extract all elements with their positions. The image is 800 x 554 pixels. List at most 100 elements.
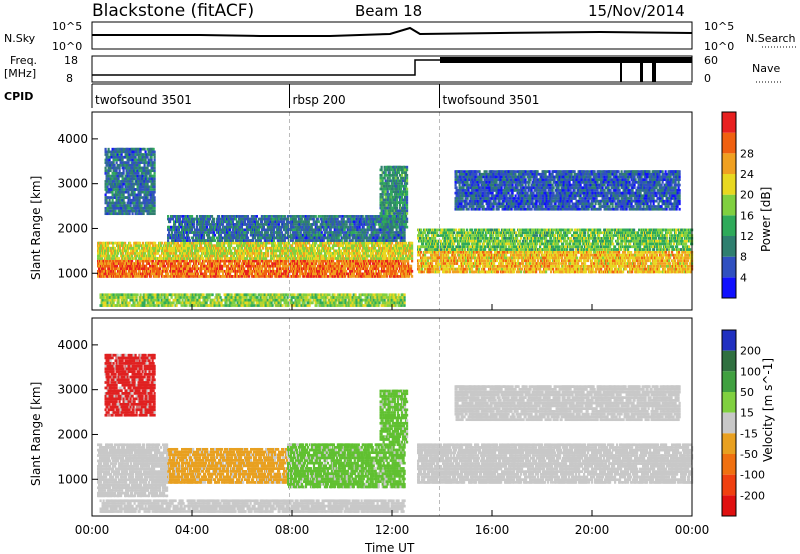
range-cell [687, 251, 689, 254]
range-cell [189, 244, 191, 247]
range-cell [251, 242, 253, 245]
range-cell [517, 259, 519, 262]
range-cell [240, 272, 242, 275]
range-cell [272, 272, 274, 275]
range-cell [576, 257, 578, 260]
range-cell [566, 257, 568, 260]
range-cell [100, 244, 102, 247]
range-cell [315, 262, 317, 265]
range-cell [97, 275, 99, 278]
range-cell [262, 270, 264, 273]
range-cell [239, 255, 241, 258]
range-cell [343, 257, 345, 260]
range-cell [372, 260, 374, 263]
range-cell [668, 254, 670, 257]
range-cell [211, 275, 213, 278]
range-cell [626, 257, 628, 260]
range-cell [111, 272, 113, 275]
range-cell [217, 257, 219, 260]
range-cell [300, 265, 302, 268]
range-cell [221, 267, 223, 270]
range-cell [189, 262, 191, 265]
range-cell [410, 272, 412, 275]
range-cell [151, 272, 153, 275]
range-cell [411, 244, 413, 247]
range-cell [318, 247, 320, 250]
range-cell [510, 251, 512, 254]
range-cell [376, 257, 378, 260]
range-cell [305, 244, 307, 247]
range-cell [101, 255, 103, 258]
range-cell [576, 259, 578, 262]
range-cell [215, 257, 217, 260]
range-cell [386, 257, 388, 260]
range-cell [223, 244, 225, 247]
range-cell [222, 260, 224, 263]
range-cell [452, 251, 454, 254]
range-cell [680, 257, 682, 260]
range-cell [173, 249, 175, 252]
range-cell [443, 257, 445, 260]
range-cell [615, 265, 617, 268]
range-cell [401, 270, 403, 273]
range-cell [519, 262, 521, 265]
range-cell [354, 255, 356, 258]
range-cell [396, 272, 398, 275]
range-cell [145, 265, 147, 268]
range-cell [158, 249, 160, 252]
range-cell [655, 251, 657, 254]
range-cell [636, 259, 638, 262]
range-cell [157, 272, 159, 275]
range-cell [179, 252, 181, 255]
range-cell [229, 262, 231, 265]
range-cell [222, 272, 224, 275]
range-cell [410, 267, 412, 270]
range-cell [121, 275, 123, 278]
range-cell [643, 271, 645, 274]
range-cell [365, 249, 367, 252]
range-cell [534, 259, 536, 262]
range-cell [384, 252, 386, 255]
range-cell [687, 268, 689, 271]
range-cell [285, 262, 287, 265]
range-cell [462, 265, 464, 268]
range-cell [272, 262, 274, 265]
range-cell [466, 268, 468, 271]
range-cell [114, 270, 116, 273]
range-cell [351, 270, 353, 273]
range-cell [139, 242, 141, 245]
range-cell [574, 271, 576, 274]
range-cell [125, 272, 127, 275]
range-cell [161, 242, 163, 245]
range-cell [327, 257, 329, 260]
nave-top-tick: 60 [704, 54, 718, 67]
range-cell [285, 242, 287, 245]
range-cell [141, 255, 143, 258]
range-cell [191, 244, 193, 247]
range-cell [348, 249, 350, 252]
range-cell [200, 272, 202, 275]
range-cell [374, 267, 376, 270]
range-cell [604, 268, 606, 271]
range-cell [303, 252, 305, 255]
range-cell [172, 247, 174, 250]
range-cell [226, 255, 228, 258]
range-cell [216, 267, 218, 270]
range-cell [390, 252, 392, 255]
range-cell [267, 255, 269, 258]
range-cell [622, 262, 624, 265]
range-cell [115, 242, 117, 245]
range-cell [563, 265, 565, 268]
range-cell [190, 275, 192, 278]
range-cell [390, 275, 392, 278]
range-cell [417, 254, 419, 257]
range-cell [552, 257, 554, 260]
range-cell [196, 244, 198, 247]
range-cell [657, 257, 659, 260]
range-cell [514, 259, 516, 262]
range-cell [664, 262, 666, 265]
range-cell [538, 251, 540, 254]
range-cell [482, 251, 484, 254]
range-cell [266, 242, 268, 245]
range-cell [431, 271, 433, 274]
